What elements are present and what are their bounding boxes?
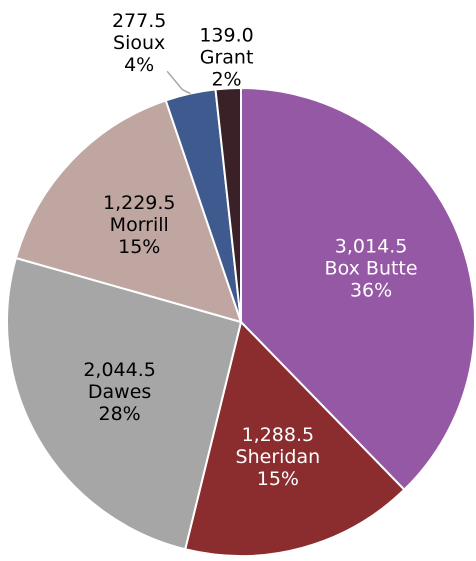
value-label: 139.0 xyxy=(199,24,253,46)
percent-label: 4% xyxy=(124,54,154,76)
value-label: 1,229.5 xyxy=(103,192,176,214)
category-label: Sheridan xyxy=(236,446,321,468)
category-label: Sioux xyxy=(113,32,165,54)
percent-label: 15% xyxy=(257,468,299,490)
category-label: Grant xyxy=(200,46,254,68)
pie-slice xyxy=(14,99,243,324)
pie-slice xyxy=(184,320,406,557)
category-label: Dawes xyxy=(88,381,151,403)
pie-slice xyxy=(214,86,242,323)
leader-line xyxy=(166,70,191,95)
percent-label: 36% xyxy=(350,280,392,302)
pie-slice xyxy=(6,256,243,551)
category-label: Box Butte xyxy=(325,258,418,280)
value-label: 2,044.5 xyxy=(83,359,156,381)
percent-label: 2% xyxy=(211,68,241,90)
pie-slice xyxy=(240,86,476,492)
value-label: 1,288.5 xyxy=(242,424,315,446)
percent-label: 15% xyxy=(118,236,160,258)
category-label: Morrill xyxy=(110,214,169,236)
value-label: 277.5 xyxy=(112,10,166,32)
percent-label: 28% xyxy=(99,403,141,425)
value-label: 3,014.5 xyxy=(335,236,408,258)
